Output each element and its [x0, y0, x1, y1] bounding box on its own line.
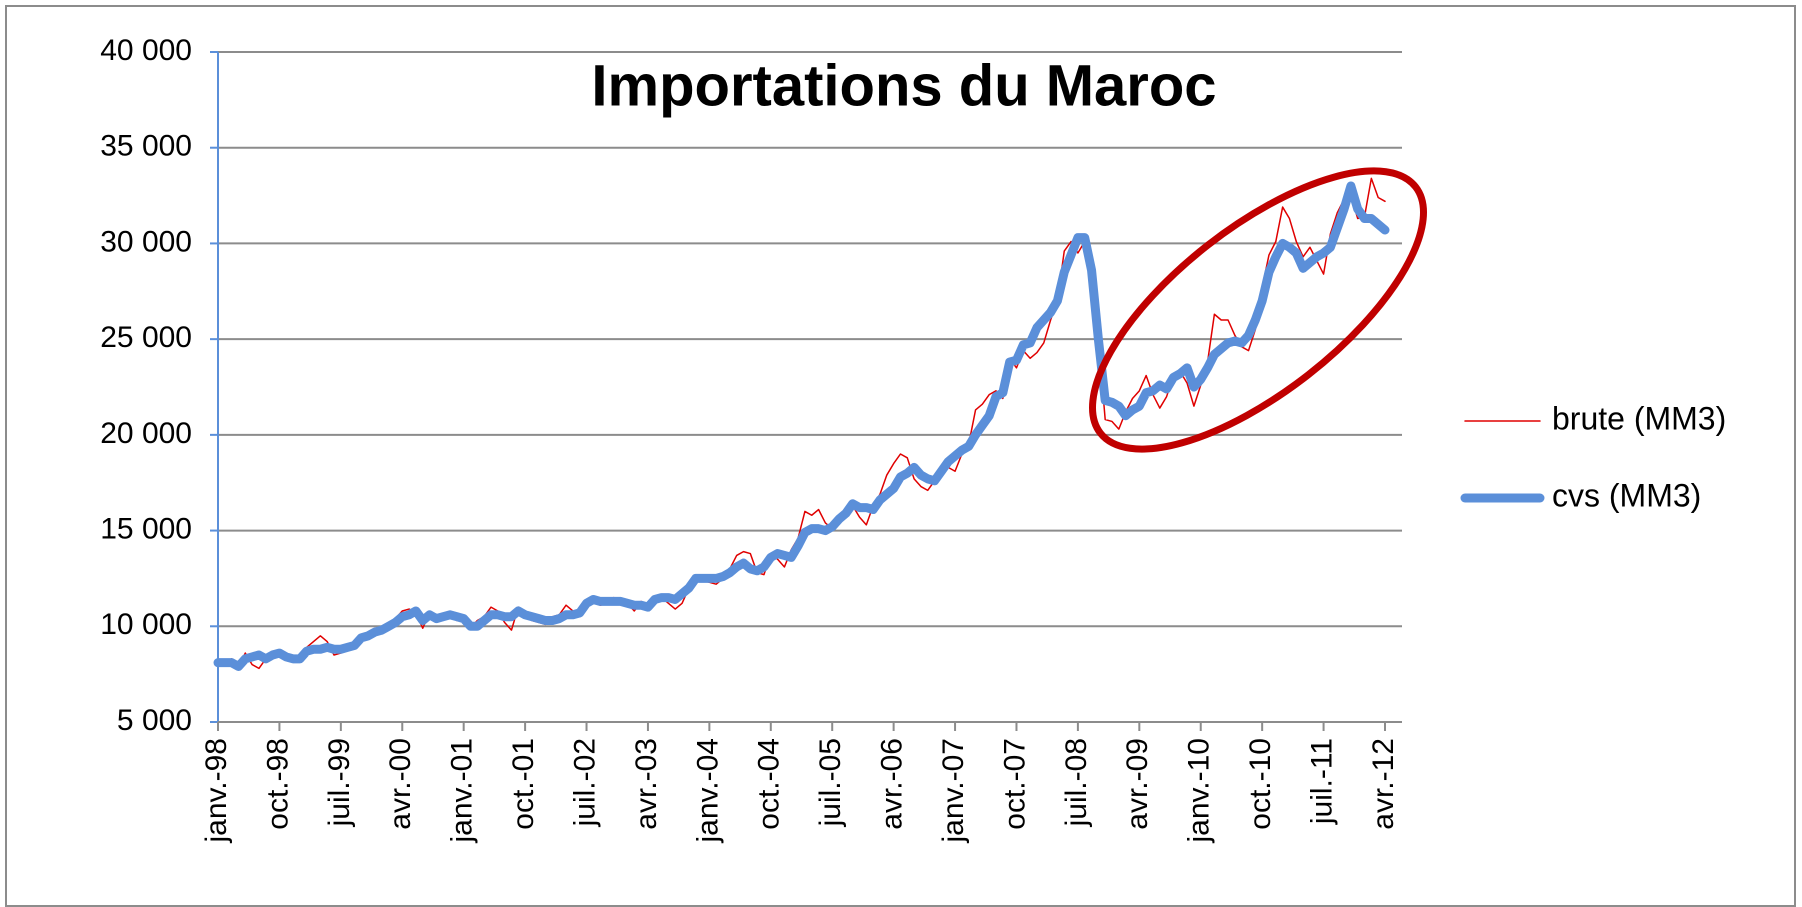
x-tick-label: juil.-99	[323, 738, 356, 827]
y-tick-label: 15 000	[100, 512, 192, 545]
x-tick-label: oct.-07	[998, 738, 1031, 830]
x-tick-label: oct.-98	[261, 738, 294, 830]
x-tick-label: janv.-07	[937, 738, 970, 844]
y-tick-label: 30 000	[100, 225, 192, 258]
x-tick-label: oct.-10	[1244, 738, 1277, 830]
y-tick-label: 20 000	[100, 417, 192, 450]
y-tick-label: 25 000	[100, 321, 192, 354]
x-tick-label: janv.-01	[446, 738, 479, 844]
axes: 5 000 10 000 15 000 20 000 25 000 30 000 35 00…	[100, 34, 1402, 844]
highlight-ellipse	[1089, 167, 1427, 453]
x-tick-label: avr.-00	[384, 738, 417, 830]
chart-frame	[5, 5, 1796, 907]
x-tick-label: oct.-01	[507, 738, 540, 830]
x-tick-label: juil.-08	[1060, 738, 1093, 827]
y-tick-label: 35 000	[100, 130, 192, 163]
y-tick-label: 10 000	[100, 608, 192, 641]
x-tick-label: janv.-04	[691, 738, 724, 844]
legend-label: brute (MM3)	[1552, 400, 1726, 436]
y-tick-label: 5 000	[117, 704, 192, 737]
x-tick-label: juil.-02	[568, 738, 601, 827]
x-tick-label: janv.-10	[1183, 738, 1216, 844]
x-tick-label: avr.-12	[1367, 738, 1400, 830]
x-tick-label: avr.-06	[876, 738, 909, 830]
x-tick-label: avr.-03	[630, 738, 663, 830]
x-tick-label: oct.-04	[753, 738, 786, 830]
legend: brute (MM3) cvs (MM3)	[1460, 400, 1726, 513]
x-tick-label: janv.-98	[200, 738, 233, 844]
lines	[213, 177, 1390, 671]
y-tick-label: 40 000	[100, 34, 192, 67]
x-tick-label: avr.-09	[1121, 738, 1154, 830]
legend-label: cvs (MM3)	[1552, 477, 1701, 513]
chart-title: Importations du Maroc	[591, 53, 1216, 118]
series-line	[213, 181, 1390, 671]
x-tick-label: juil.-05	[814, 738, 847, 827]
x-tick-label: juil.-11	[1306, 738, 1339, 825]
